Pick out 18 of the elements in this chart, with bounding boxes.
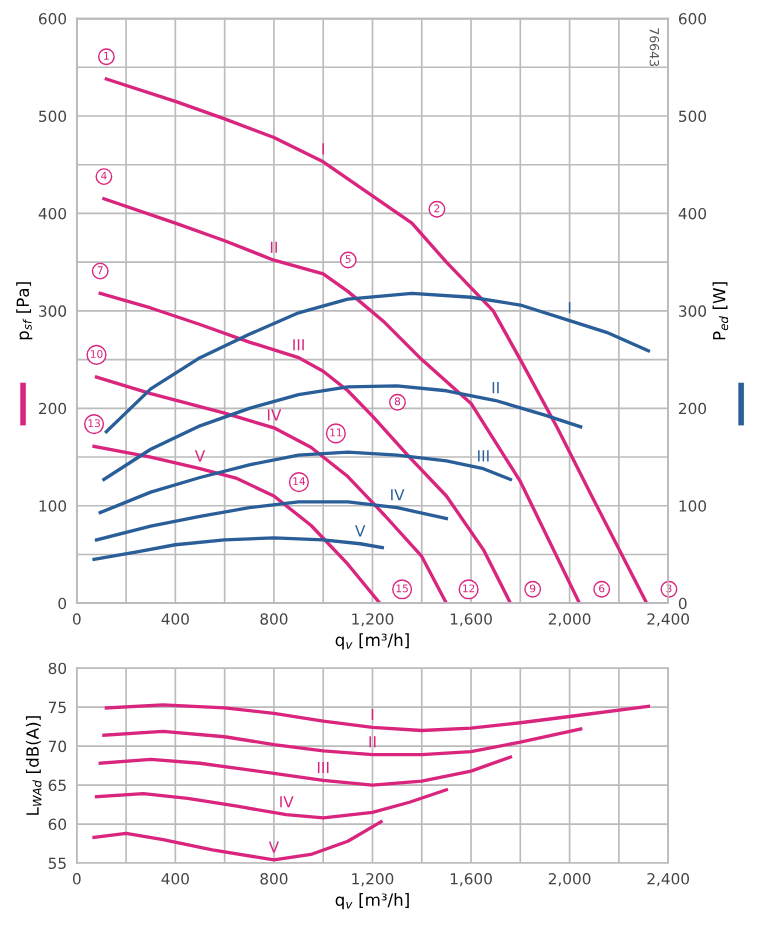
y-axis-title: L$_{WAd}$ [dB(A)] [25,716,42,815]
x-axis-title: q$_{v}$ [m³/h] [335,893,409,910]
line-series [92,536,385,562]
line-series [94,500,449,542]
line-series [92,444,382,604]
line-series [104,77,649,604]
x-axis-title: q$_{v}$ [m³/h] [335,633,409,650]
line-series [94,788,449,820]
line-series [104,291,651,434]
line-series [102,384,583,482]
y-axis-title: p$_{sf}$ [Pa] [16,282,33,340]
line-series [104,703,651,733]
line-series [92,820,383,862]
line-series [102,197,582,604]
line-series [98,755,513,787]
line-series [102,727,583,757]
line-series [98,450,513,515]
y2-axis-title: P$_{ed}$ [W] [712,282,729,340]
